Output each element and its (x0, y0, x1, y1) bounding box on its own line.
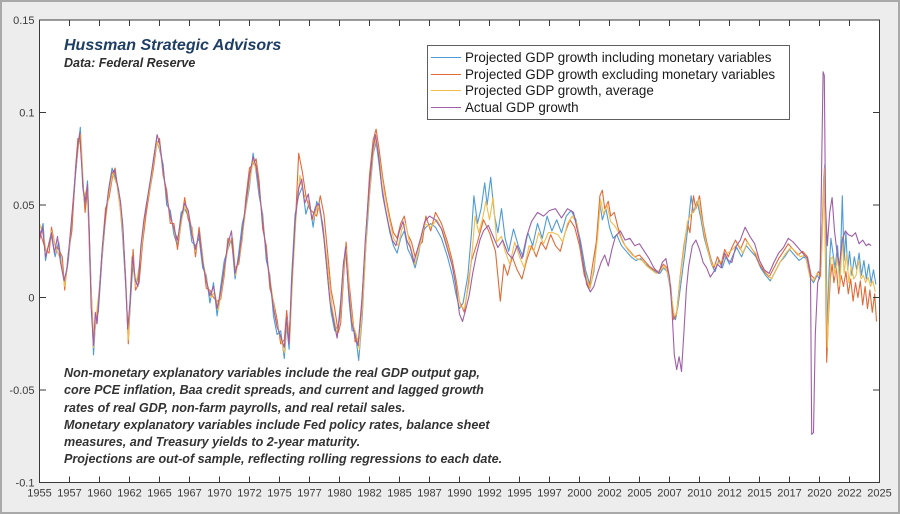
x-tick-label: 1992 (477, 488, 501, 500)
x-tick-label: 2020 (807, 488, 831, 500)
legend-item-projected-gdp-growth-average: Projected GDP growth, average (431, 83, 785, 100)
y-tick-label: -0.05 (9, 385, 34, 397)
x-tick-label: 1977 (297, 488, 321, 500)
series-line-projected-gdp-growth-average (39, 134, 876, 354)
y-tick-label: 0.15 (13, 15, 34, 27)
x-tick-label: 1997 (537, 488, 561, 500)
x-tick-label: 2012 (717, 488, 741, 500)
series-line-projected-gdp-growth-excluding-monetary-variables (39, 128, 878, 363)
x-tick-label: 2005 (627, 488, 651, 500)
x-tick-label: 2010 (687, 488, 711, 500)
x-tick-label: 1967 (177, 488, 201, 500)
x-tick-label: 1980 (327, 488, 351, 500)
x-tick-label: 2007 (657, 488, 681, 500)
legend-item-actual-gdp-growth: Actual GDP growth (431, 99, 785, 116)
x-tick-label: 1990 (447, 488, 471, 500)
chart-title: Hussman Strategic Advisors (64, 37, 282, 54)
x-tick-label: 1985 (387, 488, 411, 500)
legend-label: Projected GDP growth, average (465, 83, 654, 99)
y-tick-label: 0 (28, 293, 34, 305)
legend: Projected GDP growth including monetary … (427, 45, 790, 120)
legend-item-projected-gdp-growth-excluding-monetary-variables: Projected GDP growth excluding monetary … (431, 66, 785, 83)
x-tick-label: 2000 (567, 488, 591, 500)
legend-label: Projected GDP growth including monetary … (465, 49, 772, 65)
legend-line-sample (431, 107, 461, 109)
legend-label: Actual GDP growth (465, 100, 579, 116)
series-line-projected-gdp-growth-including-monetary-variables (39, 126, 877, 361)
x-tick-label: 1975 (267, 488, 291, 500)
x-tick-label: 2002 (597, 488, 621, 500)
x-tick-label: 1987 (417, 488, 441, 500)
legend-item-projected-gdp-growth-including-monetary-variables: Projected GDP growth including monetary … (431, 49, 785, 66)
y-tick-label: 0.1 (19, 108, 34, 120)
x-tick-label: 1970 (207, 488, 231, 500)
legend-line-sample (431, 73, 461, 75)
x-tick-label: 2017 (777, 488, 801, 500)
x-tick-label: 1960 (87, 488, 111, 500)
data-source: Data: Federal Reserve (64, 56, 196, 71)
y-tick-label: -0.1 (16, 478, 35, 490)
legend-line-sample (431, 56, 461, 58)
x-tick-label: 1962 (117, 488, 141, 500)
x-tick-label: 2015 (747, 488, 771, 500)
y-tick-label: 0.05 (13, 200, 34, 212)
x-tick-label: 1955 (27, 488, 51, 500)
x-tick-label: 1982 (357, 488, 381, 500)
x-tick-label: 2025 (867, 488, 891, 500)
x-tick-label: 1965 (147, 488, 171, 500)
legend-label: Projected GDP growth excluding monetary … (465, 66, 776, 82)
x-tick-label: 1972 (237, 488, 261, 500)
x-tick-label: 1995 (507, 488, 531, 500)
x-tick-label: 2022 (837, 488, 861, 500)
series-line-actual-gdp-growth (39, 71, 872, 435)
title-block: Hussman Strategic Advisors Data: Federal… (64, 37, 281, 71)
x-tick-label: 1957 (57, 488, 81, 500)
annotation-text: Non-monetary explanatory variables inclu… (64, 366, 503, 467)
legend-line-sample (431, 90, 461, 92)
